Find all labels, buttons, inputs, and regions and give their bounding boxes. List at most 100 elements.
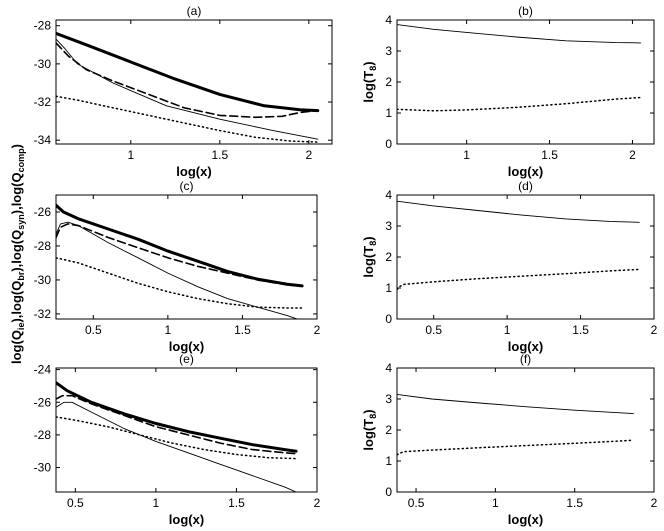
x-axis-label: log(x) bbox=[508, 339, 543, 354]
panel-title: (e) bbox=[179, 352, 194, 366]
y-tick-label: -32 bbox=[34, 95, 52, 109]
y-axis-label-part: log(T bbox=[361, 71, 376, 103]
panel-title: (d) bbox=[518, 179, 533, 193]
y-tick-label: 1 bbox=[385, 281, 392, 295]
plot-frame bbox=[396, 367, 655, 493]
y-tick-label: -32 bbox=[34, 307, 52, 321]
y-tick-label: 4 bbox=[385, 361, 392, 375]
series-line-dashed bbox=[56, 223, 303, 287]
series-line-dotted bbox=[56, 416, 297, 460]
panel-b: (b) 1 1.5 2 0 1 2 3 4 log(x) log(T8) bbox=[361, 4, 655, 179]
panel-title: (f) bbox=[520, 352, 531, 366]
x-tick-label: 2 bbox=[651, 323, 658, 337]
series-line-dotted bbox=[56, 95, 319, 143]
y-tick-label: 2 bbox=[385, 250, 392, 264]
y-tick-label: 2 bbox=[385, 75, 392, 89]
x-tick-label: 0.5 bbox=[425, 323, 442, 337]
y-tick-label: -30 bbox=[34, 461, 52, 475]
x-tick-label: 1 bbox=[153, 496, 160, 510]
y-axis-label-part: ) bbox=[361, 236, 376, 240]
x-tick-label: 1 bbox=[492, 496, 499, 510]
shared-ylabel-subscript: ie bbox=[16, 323, 26, 331]
shared-ylabel-text: ),log(Q bbox=[9, 172, 24, 214]
y-tick-label: -30 bbox=[34, 273, 52, 287]
series-line-thin bbox=[56, 38, 319, 140]
series-line-dashed bbox=[56, 394, 297, 455]
panel-title: (a) bbox=[187, 4, 202, 18]
shared-ylabel-text: ) bbox=[9, 144, 24, 148]
y-tick-label: 4 bbox=[385, 13, 392, 27]
y-tick-label: 0 bbox=[385, 312, 392, 326]
x-tick-label: 1 bbox=[463, 148, 470, 162]
shared-ylabel-subscript: syn bbox=[16, 214, 26, 230]
series-line-dashed bbox=[56, 42, 319, 119]
x-axis-label: log(x) bbox=[508, 512, 543, 527]
shared-ylabel-text: ),log(Q bbox=[9, 230, 24, 272]
series-line-thin bbox=[56, 401, 297, 492]
y-tick-label: 3 bbox=[385, 44, 392, 58]
x-tick-label: 2 bbox=[651, 496, 658, 510]
x-tick-label: 1.5 bbox=[211, 148, 228, 162]
plot-frame bbox=[396, 194, 655, 320]
series-group bbox=[56, 381, 298, 492]
y-axis-label-part: log(T bbox=[361, 246, 376, 278]
y-tick-label: -28 bbox=[34, 428, 52, 442]
plot-frame bbox=[396, 19, 655, 145]
x-axis-label: log(x) bbox=[176, 164, 211, 179]
y-axis-label: log(T8) bbox=[361, 61, 378, 102]
y-tick-label: -28 bbox=[34, 239, 52, 253]
y-tick-label: 3 bbox=[385, 219, 392, 233]
panel-title: (c) bbox=[180, 179, 194, 193]
y-tick-label: 1 bbox=[385, 454, 392, 468]
series-line-solid bbox=[397, 24, 642, 44]
x-tick-label: 1.5 bbox=[234, 323, 251, 337]
x-tick-label: 1.5 bbox=[566, 496, 583, 510]
x-tick-label: 1.5 bbox=[572, 323, 589, 337]
series-line-solid bbox=[397, 393, 634, 415]
y-tick-label: -26 bbox=[34, 395, 52, 409]
series-line-dotted bbox=[56, 257, 303, 309]
x-tick-label: 0.5 bbox=[408, 496, 425, 510]
y-tick-label: 0 bbox=[385, 137, 392, 151]
series-line-thick bbox=[56, 203, 304, 288]
y-tick-label: -28 bbox=[34, 19, 52, 33]
y-axis-label: log(T8) bbox=[361, 409, 378, 450]
x-tick-label: 1 bbox=[127, 148, 134, 162]
series-group bbox=[56, 31, 320, 143]
y-axis-label-part: ) bbox=[361, 61, 376, 65]
series-group bbox=[397, 393, 635, 456]
shared-ylabel-subscript: br bbox=[16, 271, 26, 280]
series-line-dotted bbox=[397, 268, 641, 291]
x-tick-label: 1.5 bbox=[541, 148, 558, 162]
x-tick-label: 0.5 bbox=[85, 323, 102, 337]
plot-frame bbox=[55, 194, 318, 320]
x-tick-label: 2 bbox=[306, 148, 313, 162]
shared-ylabel-subscript: comp bbox=[16, 148, 26, 173]
shared-y-axis-label: log(Qie),log(Qbr),log(Qsyn),log(Qcomp) bbox=[9, 144, 26, 364]
panels: (a) 1 1.5 2 -34 -32 -30 -28 log(x) (b) 1 1.5 2 0 1 2 3 4 l… bbox=[34, 4, 658, 527]
x-axis-label: log(x) bbox=[508, 164, 543, 179]
y-tick-label: -24 bbox=[34, 363, 52, 377]
panel-a: (a) 1 1.5 2 -34 -32 -30 -28 log(x) bbox=[34, 4, 333, 179]
x-axis-label: log(x) bbox=[169, 339, 204, 354]
x-tick-label: 2 bbox=[314, 496, 321, 510]
y-axis-label-part: 8 bbox=[368, 66, 378, 71]
series-line-solid bbox=[397, 200, 640, 223]
x-tick-label: 0.5 bbox=[67, 496, 84, 510]
y-axis-label-part: 8 bbox=[368, 241, 378, 246]
y-tick-label: -30 bbox=[34, 57, 52, 71]
y-axis-label-part: log(T bbox=[361, 419, 376, 451]
series-group bbox=[56, 203, 304, 319]
y-axis-label-part: ) bbox=[361, 409, 376, 413]
x-axis-label: log(x) bbox=[169, 512, 204, 527]
series-group bbox=[397, 24, 642, 112]
y-axis-label: log(T8) bbox=[361, 236, 378, 277]
plot-frame bbox=[55, 19, 333, 145]
y-tick-label: 3 bbox=[385, 392, 392, 406]
y-tick-label: -26 bbox=[34, 205, 52, 219]
y-tick-label: 0 bbox=[385, 485, 392, 499]
panel-title: (b) bbox=[518, 4, 533, 18]
series-line-thick bbox=[56, 381, 298, 453]
x-tick-label: 1 bbox=[165, 323, 172, 337]
shared-ylabel-text: ),log(Q bbox=[9, 281, 24, 323]
